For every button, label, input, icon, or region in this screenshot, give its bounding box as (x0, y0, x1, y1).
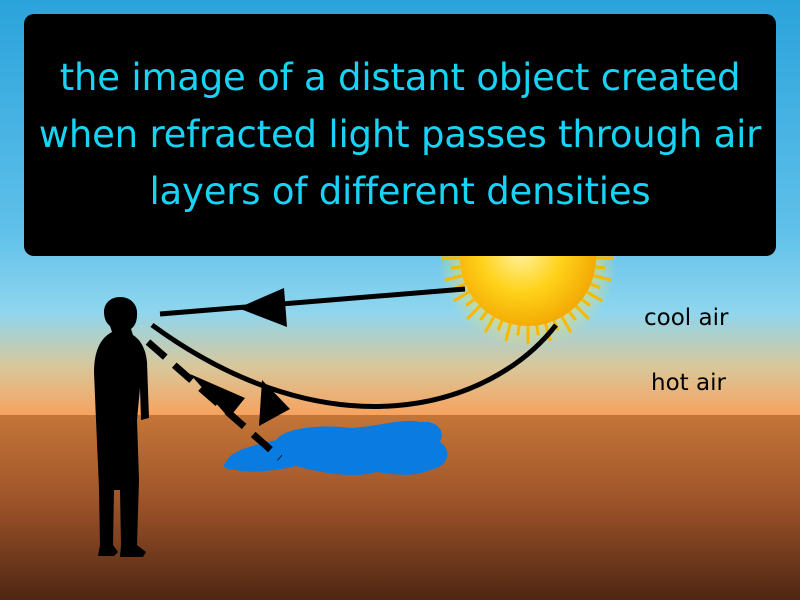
direct-light-ray (159, 286, 466, 327)
sun-ray (568, 311, 577, 321)
sun-ray (560, 316, 573, 334)
sun-ray (496, 320, 504, 331)
sun-ray (595, 265, 606, 270)
sun-ray (444, 274, 463, 282)
definition-text: the image of a distant object created wh… (38, 55, 762, 213)
definition-box: the image of a distant object created wh… (24, 14, 776, 256)
sun-ray (575, 305, 590, 320)
hot-air-label: hot air (651, 370, 726, 396)
sun-ray (479, 311, 488, 321)
cool-air-label: cool air (644, 305, 729, 331)
sun-ray (452, 290, 470, 303)
sun-ray (516, 325, 521, 336)
sun-ray (466, 305, 481, 320)
sun-ray (590, 282, 601, 290)
sun-ray (535, 325, 540, 336)
sun-ray (504, 323, 512, 342)
water-puddle-icon (224, 420, 448, 476)
sun-ray (483, 316, 496, 334)
person-silhouette-icon (94, 297, 149, 557)
sun-ray (465, 298, 475, 307)
sun-ray (581, 298, 591, 307)
sun-ray (586, 290, 604, 303)
apparent-image-line (145, 339, 283, 461)
refracted-light-ray (150, 322, 558, 426)
sun-ray (593, 274, 612, 282)
sun-ray (450, 265, 461, 270)
